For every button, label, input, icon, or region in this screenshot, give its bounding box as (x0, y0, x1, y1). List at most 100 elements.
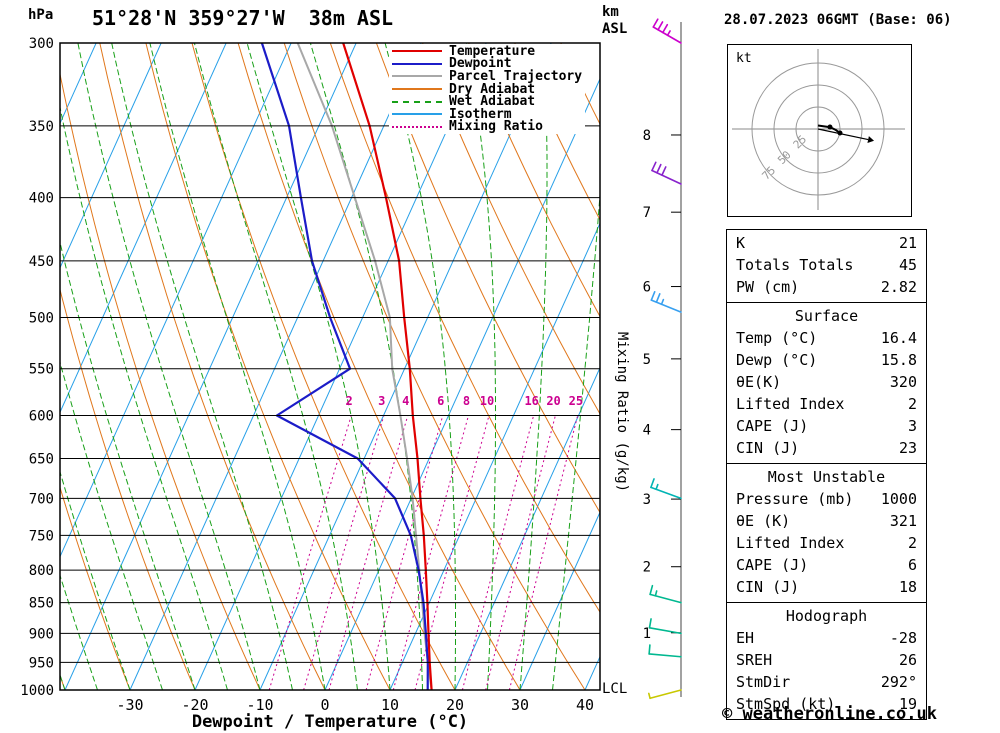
wet-adiabat-line (466, 43, 496, 690)
legend-item: Dry Adiabat (392, 81, 582, 97)
stats-row: CAPE (J) 6 (727, 554, 926, 576)
stats-label: CIN (J) (736, 578, 800, 596)
km-tick-label: 2 (643, 560, 651, 576)
legend-label: Parcel Trajectory (449, 68, 583, 84)
legend-swatch (392, 100, 442, 103)
wet-adiabat-line (60, 104, 228, 690)
mixing-ratio-value-label: 3 (378, 394, 385, 408)
pressure-tick-label: 700 (29, 491, 54, 507)
storm-motion-arrow (817, 128, 869, 141)
stats-label: StmDir (736, 673, 791, 691)
stats-row: θE(K) 320 (727, 371, 926, 393)
isotherm-line (0, 43, 31, 690)
pressure-tick-label: 400 (29, 191, 54, 207)
km-tick-label: 1 (643, 626, 651, 642)
mixing-ratio-line (268, 415, 352, 690)
stats-box: Hodograph EH -28 SREH 26 StmDir 292° StmSpd (kt… (726, 602, 927, 720)
stats-row: θE (K) 321 (727, 510, 926, 532)
isotherm-line (454, 366, 600, 690)
stats-label: PW (cm) (736, 278, 800, 296)
stats-label: θE(K) (736, 373, 782, 391)
stats-row: StmDir 292° (727, 671, 926, 693)
wind-barb (651, 161, 682, 185)
legend-item: Temperature (392, 43, 582, 59)
hodograph-dot (827, 124, 833, 130)
wet-adiabat-line (0, 43, 33, 690)
pressure-tick-label: 950 (29, 655, 54, 671)
stats-row: Lifted Index 2 (727, 532, 926, 554)
hodograph-panel: 25 50 75 kt (727, 44, 912, 217)
stats-row: Lifted Index 2 (727, 393, 926, 415)
isotherm-line (194, 43, 487, 690)
stats-row: Temp (°C) 16.4 (727, 327, 926, 349)
stats-label: Temp (°C) (736, 329, 818, 347)
stats-label: K (736, 234, 746, 252)
legend-swatch (392, 125, 442, 128)
stats-label: SREH (736, 651, 773, 669)
temp-tick-label: -10 (246, 696, 273, 714)
stats-row: CAPE (J) 3 (727, 415, 926, 437)
stats-row: SREH 26 (727, 649, 926, 671)
wet-adiabat-line (60, 470, 131, 690)
dry-adiabat-line (60, 71, 261, 690)
mixing-ratio-value-label: 6 (437, 394, 444, 408)
stats-label: Lifted Index (736, 395, 845, 413)
pressure-tick-label: 300 (29, 36, 54, 52)
temp-tick-label: 20 (446, 696, 464, 714)
pressure-tick-label: 450 (29, 254, 54, 270)
mixing-ratio-value-label: 4 (402, 394, 409, 408)
pressure-tick-label: 800 (29, 563, 54, 579)
isotherm-line (64, 43, 357, 690)
stats-value: 321 (889, 512, 917, 530)
legend-label: Dry Adiabat (449, 81, 536, 97)
stats-label: Pressure (mb) (736, 490, 854, 508)
km-tick-label: 5 (643, 352, 651, 368)
legend-swatch (392, 62, 442, 65)
km-tick-label: 3 (643, 492, 651, 508)
mixing-ratio-value-label: 20 (546, 394, 560, 408)
wind-barb (650, 290, 682, 313)
stats-value: 18 (898, 578, 917, 596)
pressure-tick-label: 600 (29, 408, 54, 424)
dry-adiabat-line (422, 43, 600, 415)
mixing-ratio-value-label: 8 (463, 394, 470, 408)
pressure-tick-label: 900 (29, 626, 54, 642)
legend-swatch (392, 50, 442, 53)
wet-adiabat-line (552, 188, 600, 690)
wind-barb (652, 18, 682, 44)
isotherm-line (60, 43, 292, 558)
temp-tick-label: -30 (116, 696, 143, 714)
legend-item: Isotherm (392, 106, 582, 122)
hodograph-ring (773, 84, 863, 174)
stats-value: 320 (889, 373, 917, 391)
km-axis-unit: km ASL (602, 4, 628, 37)
legend-label: Isotherm (449, 106, 512, 122)
pressure-tick-label: 550 (29, 362, 54, 378)
stats-row: CIN (J) 23 (727, 437, 926, 459)
stats-row: Pressure (mb) 1000 (727, 488, 926, 510)
legend-item: Mixing Ratio (392, 119, 582, 134)
stats-label: CIN (J) (736, 439, 800, 457)
stats-row: CIN (J) 18 (727, 576, 926, 598)
stats-box-title: Surface (794, 307, 859, 325)
pressure-tick-label: 750 (29, 528, 54, 544)
pressure-tick-label: 350 (29, 119, 54, 135)
legend-swatch (392, 75, 442, 78)
stats-value: 6 (907, 556, 917, 574)
dry-adiabat-line (283, 43, 586, 690)
hodograph-unit-label: kt (736, 51, 752, 66)
temp-tick-label: 30 (511, 696, 529, 714)
temp-tick-label: -20 (181, 696, 208, 714)
stats-box: Most Unstable Pressure (mb) 1000 θE (K) 321 L… (726, 463, 927, 603)
isotherm-line (519, 511, 600, 690)
pressure-tick-label: 1000 (20, 683, 54, 699)
pressure-tick-label: 500 (29, 311, 54, 327)
legend-swatch (392, 88, 442, 91)
legend-label: Temperature (449, 43, 536, 59)
chart-border (59, 42, 601, 691)
legend-item: Dewpoint (392, 56, 582, 71)
mixing-ratio-line (461, 415, 535, 690)
mixing-ratio-line (365, 415, 444, 690)
